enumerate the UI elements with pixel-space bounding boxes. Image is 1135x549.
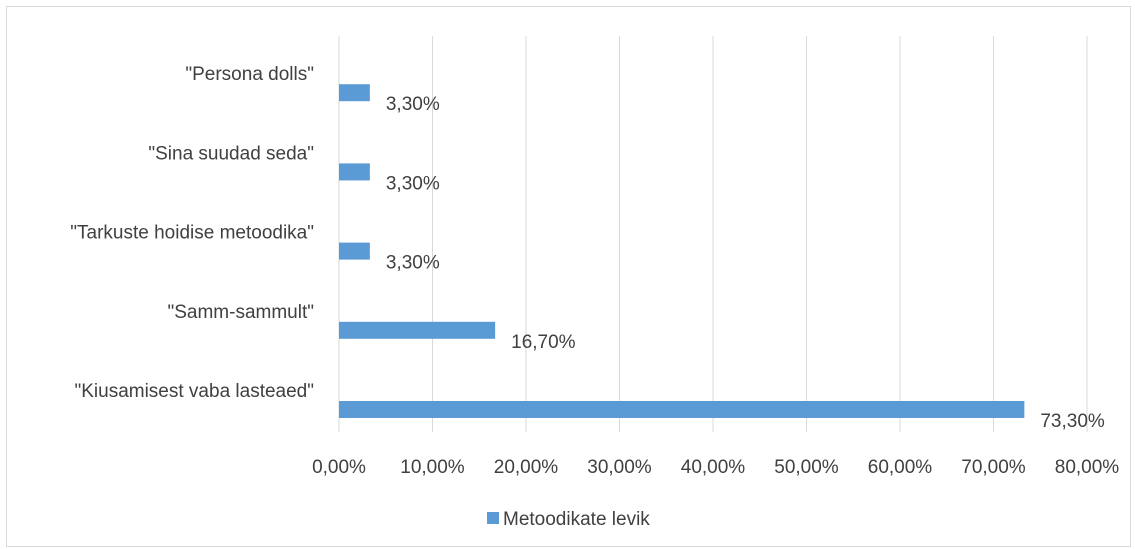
category-label: "Sina suudad seda" (148, 143, 314, 164)
x-tick-label: 30,00% (587, 457, 652, 478)
category-label: "Kiusamisest vaba lasteaed" (74, 381, 314, 402)
gridlines (338, 36, 1088, 432)
x-tick-labels: 0,00% 10,00% 20,00% 30,00% 40,00% 50,00% 60,00… (312, 457, 1119, 478)
data-label: 3,30% (386, 253, 440, 274)
legend-swatch (487, 512, 499, 524)
x-tick-label: 0,00% (312, 457, 366, 478)
legend: Metoodikate levik (487, 509, 650, 530)
category-label: "Samm-sammult" (168, 302, 315, 323)
data-label: 73,30% (1040, 411, 1105, 432)
bar (339, 401, 1025, 418)
bar (339, 242, 370, 260)
x-tick-label: 10,00% (400, 457, 465, 478)
data-label: 3,30% (386, 94, 440, 115)
data-label: 3,30% (386, 173, 440, 194)
x-tick-label: 50,00% (774, 457, 839, 478)
data-labels: 73,30% 16,70% 3,30% 3,30% 3,30% (386, 94, 1105, 432)
bar (339, 163, 370, 181)
x-tick-label: 80,00% (1055, 457, 1120, 478)
data-label: 16,70% (511, 332, 576, 353)
category-label: "Tarkuste hoidise metoodika" (70, 223, 314, 244)
x-tick-label: 60,00% (868, 457, 933, 478)
category-label: "Persona dolls" (185, 64, 314, 85)
bar (339, 84, 370, 102)
x-tick-label: 40,00% (681, 457, 746, 478)
x-tick-label: 20,00% (494, 457, 559, 478)
bars (339, 84, 1025, 418)
bar (339, 321, 496, 339)
x-tick-label: 70,00% (961, 457, 1026, 478)
legend-label: Metoodikate levik (503, 509, 650, 530)
category-labels: "Kiusamisest vaba lasteaed" "Samm-sammult… (70, 64, 314, 402)
chart-frame (6, 6, 1131, 547)
